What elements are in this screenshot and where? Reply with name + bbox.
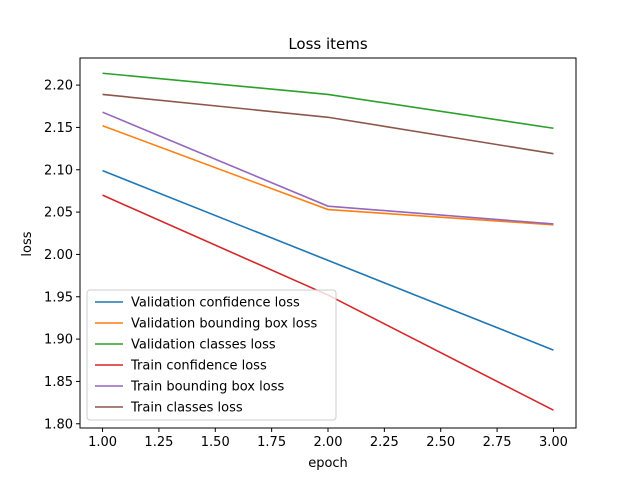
x-tick-label: 3.00 bbox=[539, 435, 568, 450]
legend: Validation confidence loss Validation bou… bbox=[86, 289, 337, 421]
y-tick-label: 1.80 bbox=[44, 417, 73, 432]
x-tick-label: 1.75 bbox=[257, 435, 286, 450]
series-line-5 bbox=[102, 93, 554, 155]
y-tick-label: 1.90 bbox=[44, 333, 73, 348]
legend-entry-label: Validation bounding box loss bbox=[131, 317, 317, 332]
legend-entry-label: Validation confidence loss bbox=[131, 296, 300, 311]
axis-ticks: 1.00 1.25 1.50 1.75 2.00 2.25 2.50 2.75 3.00 1.80… bbox=[44, 79, 568, 450]
x-tick-label: 2.00 bbox=[314, 435, 343, 450]
x-tick-label: 1.50 bbox=[201, 435, 230, 450]
legend-entry-label: Train confidence loss bbox=[130, 359, 267, 374]
x-tick-label: 2.50 bbox=[426, 435, 455, 450]
y-tick-label: 2.00 bbox=[44, 248, 73, 263]
y-tick-label: 2.05 bbox=[44, 206, 73, 221]
x-axis-label: epoch bbox=[308, 456, 348, 471]
y-axis-label: loss bbox=[20, 231, 35, 256]
series-line-1 bbox=[102, 124, 554, 226]
series-line-0 bbox=[102, 169, 554, 351]
plot-area bbox=[102, 72, 554, 411]
y-tick-label: 1.95 bbox=[44, 290, 73, 305]
legend-box bbox=[86, 289, 337, 421]
y-tick-label: 2.20 bbox=[44, 79, 73, 94]
y-tick-label: 2.15 bbox=[44, 121, 73, 136]
y-tick-label: 2.10 bbox=[44, 163, 73, 178]
x-tick-label: 2.25 bbox=[370, 435, 399, 450]
legend-entry-label: Train classes loss bbox=[130, 401, 243, 416]
x-tick-label: 2.75 bbox=[483, 435, 512, 450]
legend-entry-label: Validation classes loss bbox=[131, 338, 276, 353]
series-line-2 bbox=[102, 72, 554, 130]
x-tick-label: 1.25 bbox=[144, 435, 173, 450]
chart-title: Loss items bbox=[288, 35, 368, 53]
x-tick-label: 1.00 bbox=[88, 435, 117, 450]
legend-entry-label: Train bounding box loss bbox=[130, 380, 284, 395]
y-tick-label: 1.85 bbox=[44, 375, 73, 390]
series-line-4 bbox=[102, 111, 554, 225]
